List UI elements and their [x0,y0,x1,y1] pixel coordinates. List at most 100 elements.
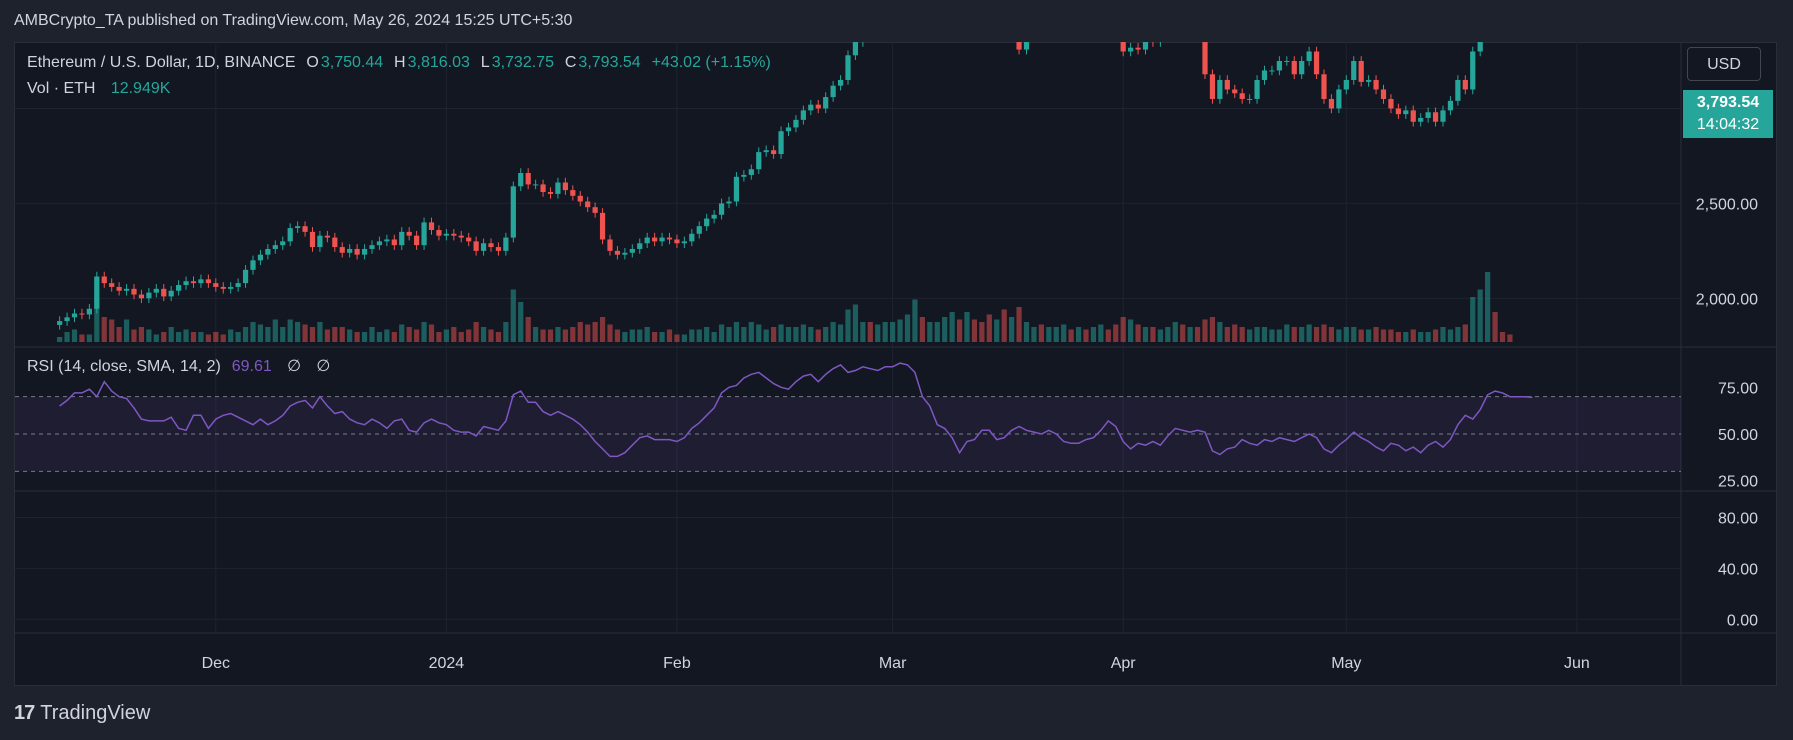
candle-body [123,288,130,291]
candle-body [1403,110,1409,115]
volume-bar [1507,334,1513,342]
volume-bar [704,327,710,342]
candle-body [622,252,628,255]
candle-body [525,173,531,185]
candle-body [235,283,241,287]
volume-bar [332,327,338,342]
candle-body [280,241,286,246]
candle-body [1173,0,1178,14]
candle-body [71,313,78,318]
candle-body [1291,60,1297,75]
candle-body [718,203,725,215]
candle-body [785,127,792,132]
empty-pane-tick-label: 40.00 [1718,561,1758,578]
volume-bar [220,334,226,342]
candle-body [808,104,814,111]
candle-body [1224,79,1230,90]
candle-body [1462,79,1468,90]
candle-body [741,174,747,177]
candle-body [830,85,836,98]
candle-body [711,214,717,219]
volume-bar [302,324,308,342]
volume-bar [384,329,390,342]
volume-bar [250,322,256,342]
candle-body [473,241,479,251]
published-by-line: AMBCrypto_TA published on TradingView.co… [14,12,573,29]
rsi-tick-label: 50.00 [1718,427,1758,444]
candle-body [1366,79,1372,82]
volume-bar [1313,327,1320,342]
volume-bar [897,319,903,342]
candle-body [265,248,271,255]
footer-brand[interactable]: 17 TradingView [14,702,150,725]
volume-bar [421,322,427,342]
symbol-label[interactable]: Ethereum / U.S. Dollar, 1D, BINANCE [27,54,296,71]
candle-body [666,237,673,240]
volume-bar [1343,327,1349,342]
candle-body [533,184,539,186]
rsi-label[interactable]: RSI (14, close, SMA, 14, 2) [27,358,221,375]
candle-body [1016,42,1022,50]
volume-bar [1090,327,1097,342]
volume-label[interactable]: Vol · ETH [27,80,96,97]
candle-body [309,231,316,248]
volume-bar [555,327,561,342]
price-tick-label: 2,500.00 [1696,196,1758,213]
candle-body [1351,60,1357,80]
candle-body [287,228,293,242]
volume-bar [1380,329,1387,342]
candle-body [1328,98,1335,109]
candle-body [1031,4,1036,13]
volume-bar [622,332,628,342]
candle-body [146,292,152,299]
volume-bar [629,329,635,342]
change-value: +43.02 (+1.15%) [651,54,771,71]
candle-body [131,288,137,295]
candle-body [480,243,487,251]
candle-body [1002,0,1007,14]
currency-button[interactable]: USD [1687,47,1761,81]
candle-body [1150,33,1155,42]
volume-bar [956,319,963,342]
candle-body [547,192,554,194]
candle-body [1209,74,1216,99]
volume-bar [116,327,122,342]
volume-bar [369,327,375,342]
volume-bar [756,324,762,342]
volume-bar [1395,332,1401,342]
volume-bar [1098,324,1104,342]
candle-body [585,201,591,208]
volume-bar [101,317,107,342]
high-value: 3,816.03 [407,54,470,71]
candle-body [875,29,880,37]
volume-bar [1053,327,1059,342]
volume-bar [391,332,397,342]
volume-bar [1128,319,1134,342]
volume-bar [57,337,63,342]
volume-bar [1023,322,1030,342]
volume-bar [845,309,851,342]
volume-bar [540,329,546,342]
candle-body [696,226,702,234]
volume-bar [964,312,970,342]
volume-bar [1358,329,1364,342]
candle-body [257,254,264,261]
volume-bar [1239,327,1245,342]
volume-bar [109,319,115,342]
volume-bar [927,322,933,342]
volume-bar [347,329,353,342]
volume-bar [510,289,516,342]
axis-labels: Dec2024FebMarAprMayJun2,000.002,500.003,… [202,101,1759,672]
volume-bar [771,327,777,342]
candle-body [510,186,516,238]
volume-bar [428,324,435,342]
candle-body [384,239,390,242]
open-value: 3,750.44 [320,54,384,71]
candle-body [183,281,189,286]
empty-pane-tick-label: 80.00 [1718,510,1758,527]
chart-frame[interactable] [14,42,1777,686]
volume-bar [718,324,725,342]
candle-body [704,218,710,227]
candle-body [168,290,174,297]
